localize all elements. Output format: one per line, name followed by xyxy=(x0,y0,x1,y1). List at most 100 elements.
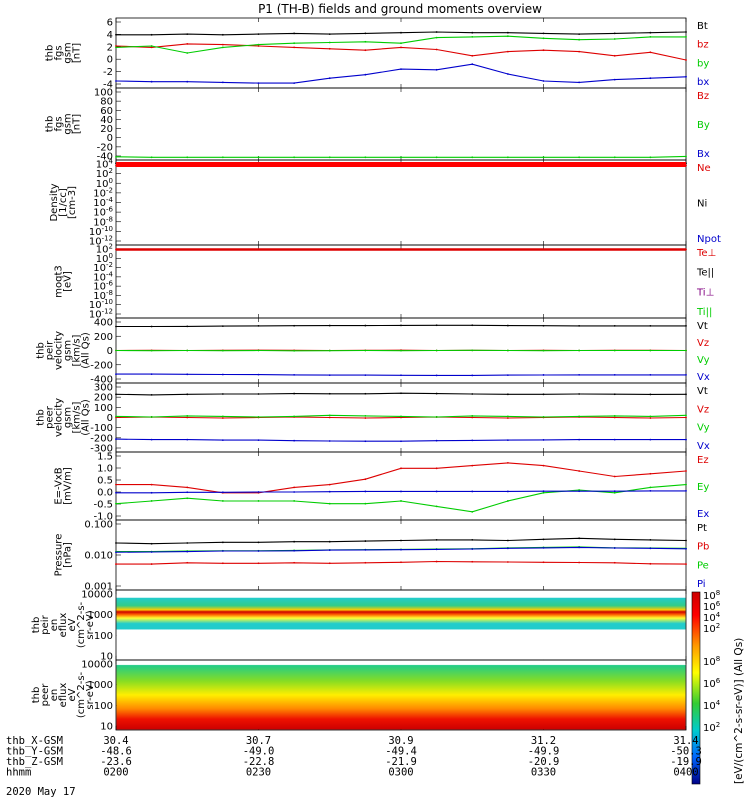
data-point xyxy=(506,73,509,75)
data-point xyxy=(506,417,509,419)
footer-row-label: thb_Y-GSM xyxy=(6,746,63,758)
data-point xyxy=(293,561,296,564)
y-axis-label: eflux xyxy=(58,683,69,708)
footer-value: -49.0 xyxy=(243,746,275,758)
panel-frame xyxy=(115,519,687,591)
data-point xyxy=(435,374,438,377)
data-point xyxy=(400,548,402,551)
data-point xyxy=(293,156,296,159)
data-point xyxy=(221,349,224,352)
data-point xyxy=(115,155,117,158)
series-bz xyxy=(115,43,687,61)
panel-frame xyxy=(115,159,687,246)
data-point xyxy=(328,349,331,352)
data-point xyxy=(293,32,296,35)
data-point xyxy=(257,373,260,376)
footer-date: 2020 May 17 xyxy=(6,786,76,798)
data-point xyxy=(506,35,509,38)
data-point xyxy=(685,483,687,486)
data-point xyxy=(613,490,616,493)
y-axis-label: thb xyxy=(36,409,47,426)
legend-vy: Vy xyxy=(697,355,710,366)
data-point xyxy=(293,491,296,493)
y-tick-label: 10 xyxy=(100,652,113,663)
data-point xyxy=(364,548,367,551)
y-tick-label: -200 xyxy=(90,433,113,444)
panel-8: 0.100 0.010 0.001 Pressure[nPa] Pt Pb Pe Pi xyxy=(54,520,710,593)
y-axis-label: fgs xyxy=(54,116,65,131)
data-point xyxy=(328,324,331,327)
data-point xyxy=(435,548,438,551)
data-point xyxy=(221,33,224,36)
data-point xyxy=(435,31,438,33)
data-point xyxy=(257,541,260,544)
footer-value: -22.8 xyxy=(243,756,275,768)
data-point xyxy=(471,464,474,467)
y-axis-label: velocity xyxy=(54,331,65,370)
y-tick-label: 2 xyxy=(107,42,113,53)
legend-te: Te|| xyxy=(696,268,714,279)
data-point xyxy=(613,324,616,327)
legend-bx: bx xyxy=(697,77,709,88)
data-point xyxy=(364,40,367,43)
data-point xyxy=(613,416,616,419)
data-point xyxy=(400,467,402,470)
y-tick-label: 1000 xyxy=(88,610,113,621)
footer-value: 30.7 xyxy=(246,735,271,747)
data-point xyxy=(150,349,153,352)
data-point xyxy=(186,393,189,396)
y-axis-label: Density xyxy=(49,183,60,221)
data-point xyxy=(115,80,117,82)
data-point xyxy=(257,550,260,552)
data-point xyxy=(435,156,438,159)
data-point xyxy=(542,324,545,327)
data-point xyxy=(471,54,474,57)
data-point xyxy=(542,37,545,40)
footer-value: 30.4 xyxy=(103,735,128,747)
y-tick-label: 10000 xyxy=(81,590,113,601)
series-ez xyxy=(116,462,687,494)
y-axis-label: sr-eV) xyxy=(85,680,96,709)
data-point xyxy=(578,415,581,418)
footer-value: 0400 xyxy=(673,767,698,779)
data-point xyxy=(685,155,687,158)
legend-ni: Ni xyxy=(697,199,707,210)
data-point xyxy=(328,414,331,417)
data-point xyxy=(435,439,438,442)
panel-frame xyxy=(115,244,687,319)
data-point xyxy=(578,38,581,41)
colorbar-tick-label: 108 xyxy=(703,589,720,602)
chart-title: P1 (TH-B) fields and ground moments over… xyxy=(258,2,542,16)
footer-ephemeris: thb_X-GSM 30.4 30.7 30.9 31.2 31.4 thb_Y-GSM -4… xyxy=(6,735,702,779)
data-point xyxy=(150,393,153,396)
data-point xyxy=(542,416,545,418)
data-point xyxy=(400,374,402,377)
data-point xyxy=(293,540,296,543)
data-point xyxy=(613,561,616,564)
data-point xyxy=(186,414,189,417)
data-point xyxy=(578,50,581,53)
data-point xyxy=(115,563,117,565)
legend-vz: Vz xyxy=(697,404,709,415)
y-tick-label: 10-10 xyxy=(89,298,113,311)
data-point xyxy=(506,561,509,563)
data-point xyxy=(471,490,474,493)
data-point xyxy=(471,539,474,541)
y-tick-label: 0.0 xyxy=(97,488,113,499)
y-axis-label: eflux xyxy=(58,613,69,638)
y-tick-label: 10-4 xyxy=(93,270,113,283)
colorbar-tick-label: 106 xyxy=(703,600,721,613)
y-tick-label: 102 xyxy=(96,167,113,180)
data-point xyxy=(186,80,189,83)
data-point xyxy=(578,393,581,395)
legend-ez: Ez xyxy=(697,455,709,466)
data-point xyxy=(471,414,474,417)
footer-value: -19.9 xyxy=(670,756,702,768)
data-point xyxy=(613,349,616,352)
data-point xyxy=(186,491,189,494)
legend-vx: Vx xyxy=(697,441,710,452)
data-point xyxy=(578,546,581,549)
data-point xyxy=(293,42,296,45)
y-axis-label: (All Qs) xyxy=(81,332,92,369)
